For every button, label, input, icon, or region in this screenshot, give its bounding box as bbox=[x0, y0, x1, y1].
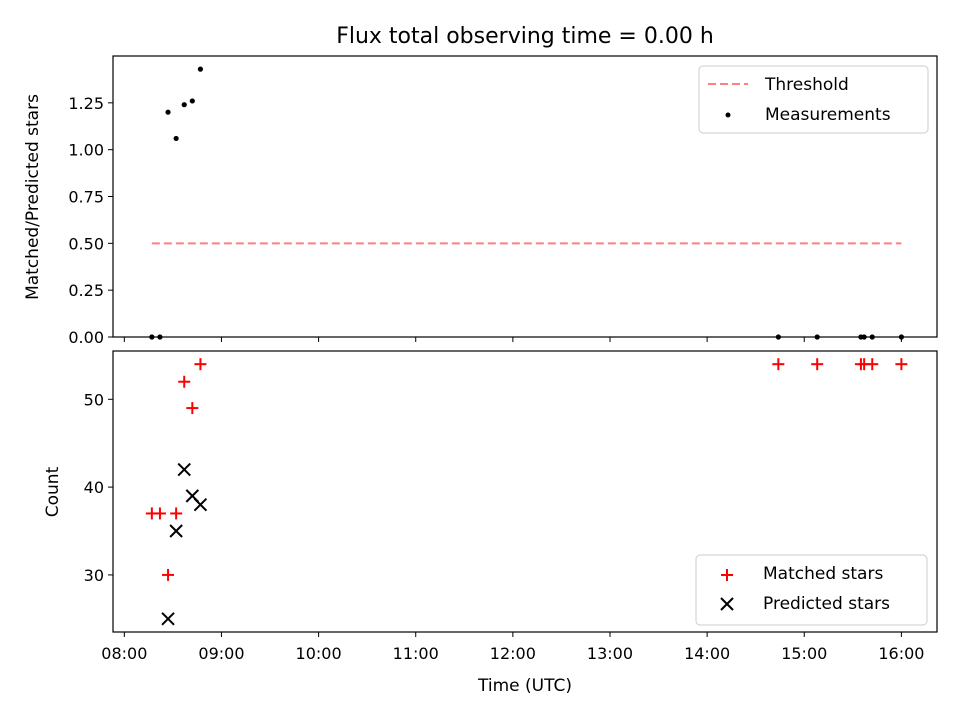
legend-measurements-swatch bbox=[725, 112, 731, 118]
matched-star-point bbox=[162, 568, 175, 581]
top-y-tick-label: 0.00 bbox=[68, 328, 104, 347]
predicted-star-b bbox=[177, 462, 191, 477]
predicted-star-point bbox=[169, 524, 183, 538]
matched-star-point bbox=[866, 358, 879, 371]
predicted-star-b bbox=[161, 612, 175, 626]
bottom-x-tick-label: 10:00 bbox=[296, 644, 342, 663]
matched-star-point bbox=[170, 507, 183, 520]
bottom-x-tick-label: 09:00 bbox=[198, 644, 244, 663]
bottom-x-tick-label: 12:00 bbox=[490, 644, 536, 663]
top-y-tick-label: 1.25 bbox=[68, 94, 104, 113]
legend-predicted-swatch-b bbox=[720, 597, 734, 611]
predicted-star-point bbox=[193, 497, 208, 512]
bottom-plot-frame bbox=[112, 350, 938, 633]
legend-predicted-label: Predicted stars bbox=[763, 594, 890, 614]
top-panel: 0.00 0.25 0.50 0.75 1.00 1.25 bbox=[68, 55, 938, 347]
legend-matched-label: Matched stars bbox=[763, 564, 883, 584]
matched-star-point bbox=[772, 358, 785, 371]
bottom-x-tick-label: 11:00 bbox=[393, 644, 439, 663]
bottom-y-tick-label: 30 bbox=[84, 566, 104, 585]
legend-threshold-label: Threshold bbox=[764, 75, 849, 95]
chart-title: Flux total observing time = 0.00 h bbox=[336, 24, 714, 49]
matched-star-point bbox=[178, 375, 191, 388]
predicted-star-point bbox=[177, 462, 191, 477]
bottom-x-tick-label: 16:00 bbox=[878, 644, 924, 663]
matched-star-point bbox=[895, 358, 908, 371]
measurement-point bbox=[165, 109, 171, 115]
top-y-tick-label: 0.25 bbox=[68, 281, 104, 300]
top-y-tick-label: 1.00 bbox=[68, 141, 104, 160]
bottom-y-axis-label: Count bbox=[43, 466, 63, 517]
measurement-point bbox=[181, 102, 187, 108]
measurement-point bbox=[197, 66, 204, 72]
predicted-star-point bbox=[161, 612, 175, 626]
bottom-x-tick-label: 13:00 bbox=[587, 644, 633, 663]
top-legend: Threshold Measurements bbox=[698, 65, 929, 134]
bottom-x-tick-label: 14:00 bbox=[684, 644, 730, 663]
bottom-y-tick-label: 50 bbox=[84, 390, 104, 409]
bottom-panel: 30 40 50 08:00 09:00 10:00 11:00 12:00 13:00 14:0… bbox=[84, 350, 938, 663]
predicted-star-b bbox=[193, 497, 208, 512]
top-y-tick-label: 0.50 bbox=[68, 234, 104, 253]
matched-star-point bbox=[194, 358, 207, 371]
bottom-y-tick-label: 40 bbox=[84, 478, 104, 497]
bottom-x-tick-label: 08:00 bbox=[101, 644, 147, 663]
bottom-x-tick-label: 15:00 bbox=[781, 644, 827, 663]
matched-star-point bbox=[811, 358, 824, 371]
top-y-tick-label: 0.75 bbox=[68, 188, 104, 207]
matched-star-point bbox=[153, 507, 166, 520]
predicted-star-b bbox=[169, 524, 183, 538]
legend-predicted-swatch bbox=[720, 597, 734, 611]
measurement-point bbox=[173, 135, 179, 142]
legend-measurements-label: Measurements bbox=[765, 105, 891, 125]
predicted-star-b bbox=[185, 489, 200, 503]
top-plot-frame bbox=[112, 55, 938, 338]
bottom-legend-box bbox=[695, 554, 928, 626]
legend-matched-swatch bbox=[721, 569, 733, 581]
top-y-axis-label: Matched/Predicted stars bbox=[23, 94, 43, 300]
matched-star-point bbox=[186, 402, 199, 415]
x-axis-label: Time (UTC) bbox=[477, 676, 572, 696]
top-legend-box bbox=[698, 65, 929, 134]
measurement-point bbox=[189, 98, 195, 104]
bottom-legend: Matched stars Predicted stars bbox=[695, 554, 928, 626]
